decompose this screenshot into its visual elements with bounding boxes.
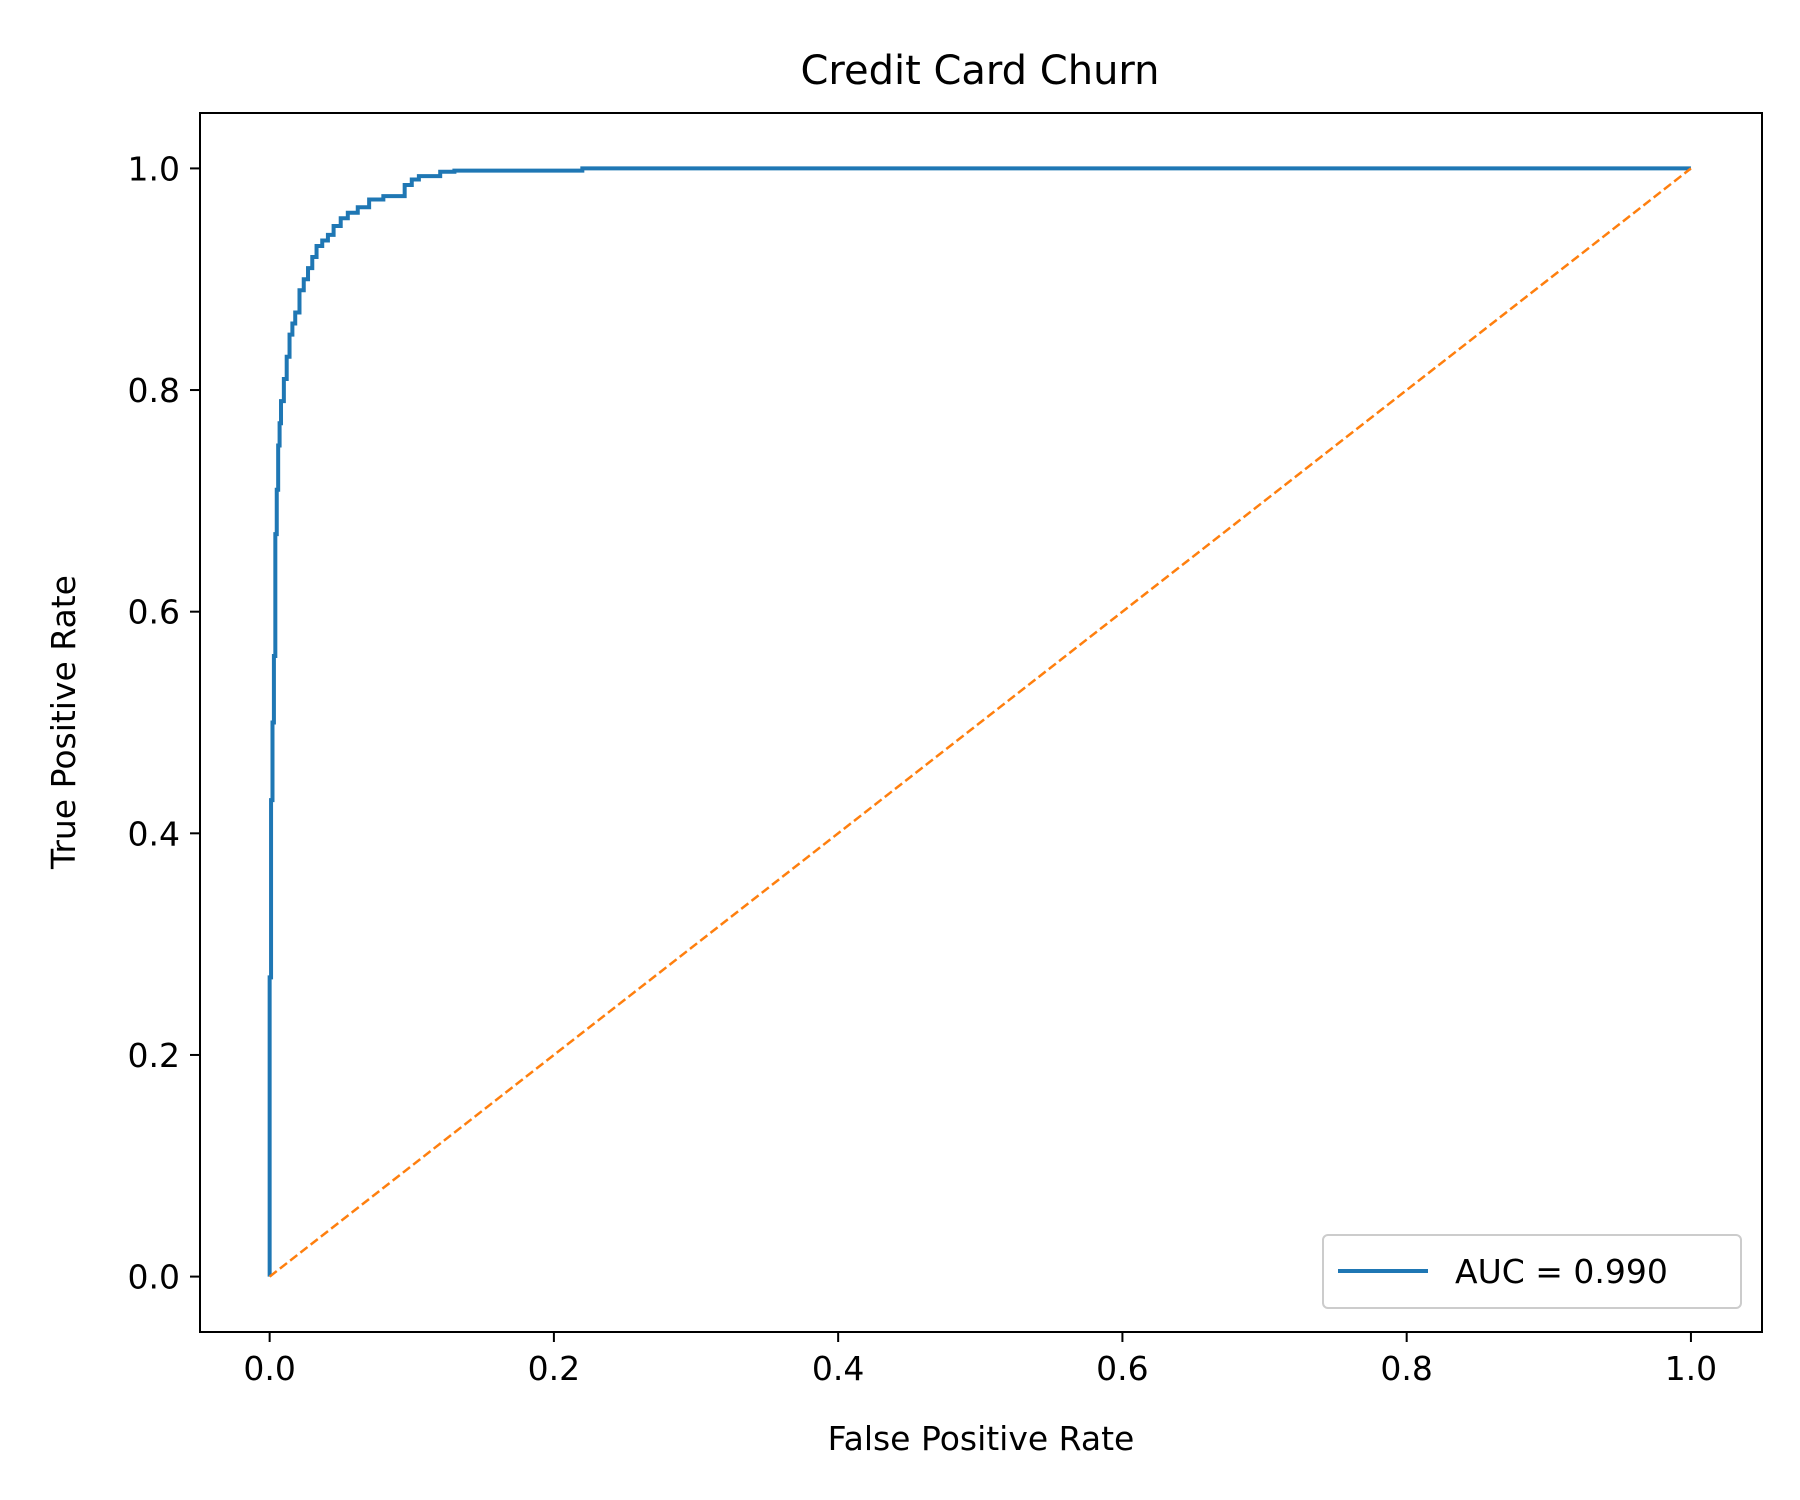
- chance-diagonal-line: [268, 167, 1692, 1278]
- y-axis-label: True Positive Rate: [44, 575, 83, 870]
- y-tick-label: 0.0: [128, 1258, 180, 1297]
- y-tick-label: 0.8: [128, 371, 180, 410]
- plot-area: [199, 112, 1763, 1333]
- x-tick-label: 0.6: [1096, 1349, 1148, 1388]
- x-tick-label: 0.2: [528, 1349, 580, 1388]
- x-tick-label: 0.4: [812, 1349, 864, 1388]
- series-layer: [267, 166, 1692, 1278]
- legend-label: AUC = 0.990: [1455, 1252, 1668, 1291]
- x-axis-label: False Positive Rate: [828, 1419, 1135, 1458]
- x-axis-ticks: 0.0 0.2 0.4 0.6 0.8 1.0: [243, 1332, 1717, 1388]
- y-tick-label: 0.2: [128, 1036, 180, 1075]
- x-tick-label: 0.0: [243, 1349, 295, 1388]
- y-tick-label: 0.6: [128, 593, 180, 632]
- chart-title: Credit Card Churn: [800, 48, 1159, 94]
- x-tick-label: 0.8: [1380, 1349, 1432, 1388]
- axes-frame: [199, 112, 1763, 1333]
- legend-box: [1322, 1234, 1742, 1309]
- x-tick-label: 1.0: [1665, 1349, 1717, 1388]
- y-tick-label: 1.0: [128, 149, 180, 188]
- y-axis-ticks: 0.0 0.2 0.4 0.6 0.8 1.0: [128, 149, 200, 1297]
- legend: AUC = 0.990: [1322, 1234, 1742, 1309]
- y-tick-label: 0.4: [128, 814, 180, 853]
- roc-curve-line: [267, 166, 1691, 1277]
